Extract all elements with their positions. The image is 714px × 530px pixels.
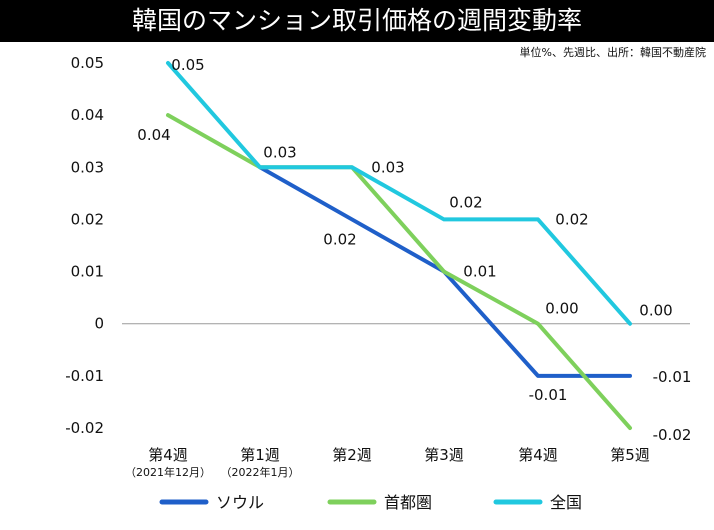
y-tick-label: 0.04 bbox=[71, 106, 104, 124]
y-tick-label: 0.03 bbox=[71, 158, 104, 176]
source-note: 単位%、先週比、出所：韓国不動産院 bbox=[519, 46, 706, 59]
x-tick-sublabel: （2021年12月） bbox=[125, 465, 211, 479]
x-tick-sublabel: （2022年1月） bbox=[221, 465, 300, 479]
data-label: 0.00 bbox=[545, 300, 578, 318]
data-label: -0.02 bbox=[653, 426, 692, 444]
series-line-首都圏 bbox=[166, 113, 632, 430]
data-label: 0.01 bbox=[463, 263, 496, 281]
y-tick-label: 0.05 bbox=[71, 54, 104, 72]
data-label: 0.04 bbox=[137, 126, 170, 144]
y-tick-label: -0.01 bbox=[65, 367, 104, 385]
x-tick-label: 第1週 bbox=[240, 446, 280, 464]
data-label: 0.02 bbox=[555, 210, 588, 228]
chart-title: 韓国のマンション取引価格の週間変動率 bbox=[0, 0, 714, 42]
y-tick-label: 0 bbox=[94, 315, 104, 333]
legend-label: ソウル bbox=[216, 493, 264, 512]
x-tick-label: 第3週 bbox=[424, 446, 464, 464]
data-label: 0.02 bbox=[449, 193, 482, 211]
legend-label: 全国 bbox=[550, 493, 582, 512]
x-tick-label: 第4週 bbox=[518, 446, 558, 464]
series-line-全国 bbox=[166, 61, 632, 326]
data-label: -0.01 bbox=[529, 386, 568, 404]
y-tick-label: -0.02 bbox=[65, 419, 104, 437]
data-label: 0.03 bbox=[263, 143, 296, 161]
data-label: 0.02 bbox=[323, 230, 356, 248]
x-tick-label: 第2週 bbox=[332, 446, 372, 464]
x-tick-label: 第4週 bbox=[148, 446, 188, 464]
x-tick-label: 第5週 bbox=[610, 446, 650, 464]
data-label: 0.05 bbox=[171, 56, 204, 74]
data-label: 0.00 bbox=[639, 302, 672, 320]
y-tick-label: 0.01 bbox=[71, 263, 104, 281]
data-label: -0.01 bbox=[653, 368, 692, 386]
legend-label: 首都圏 bbox=[384, 493, 432, 512]
data-label: 0.03 bbox=[371, 158, 404, 176]
y-tick-label: 0.02 bbox=[71, 210, 104, 228]
